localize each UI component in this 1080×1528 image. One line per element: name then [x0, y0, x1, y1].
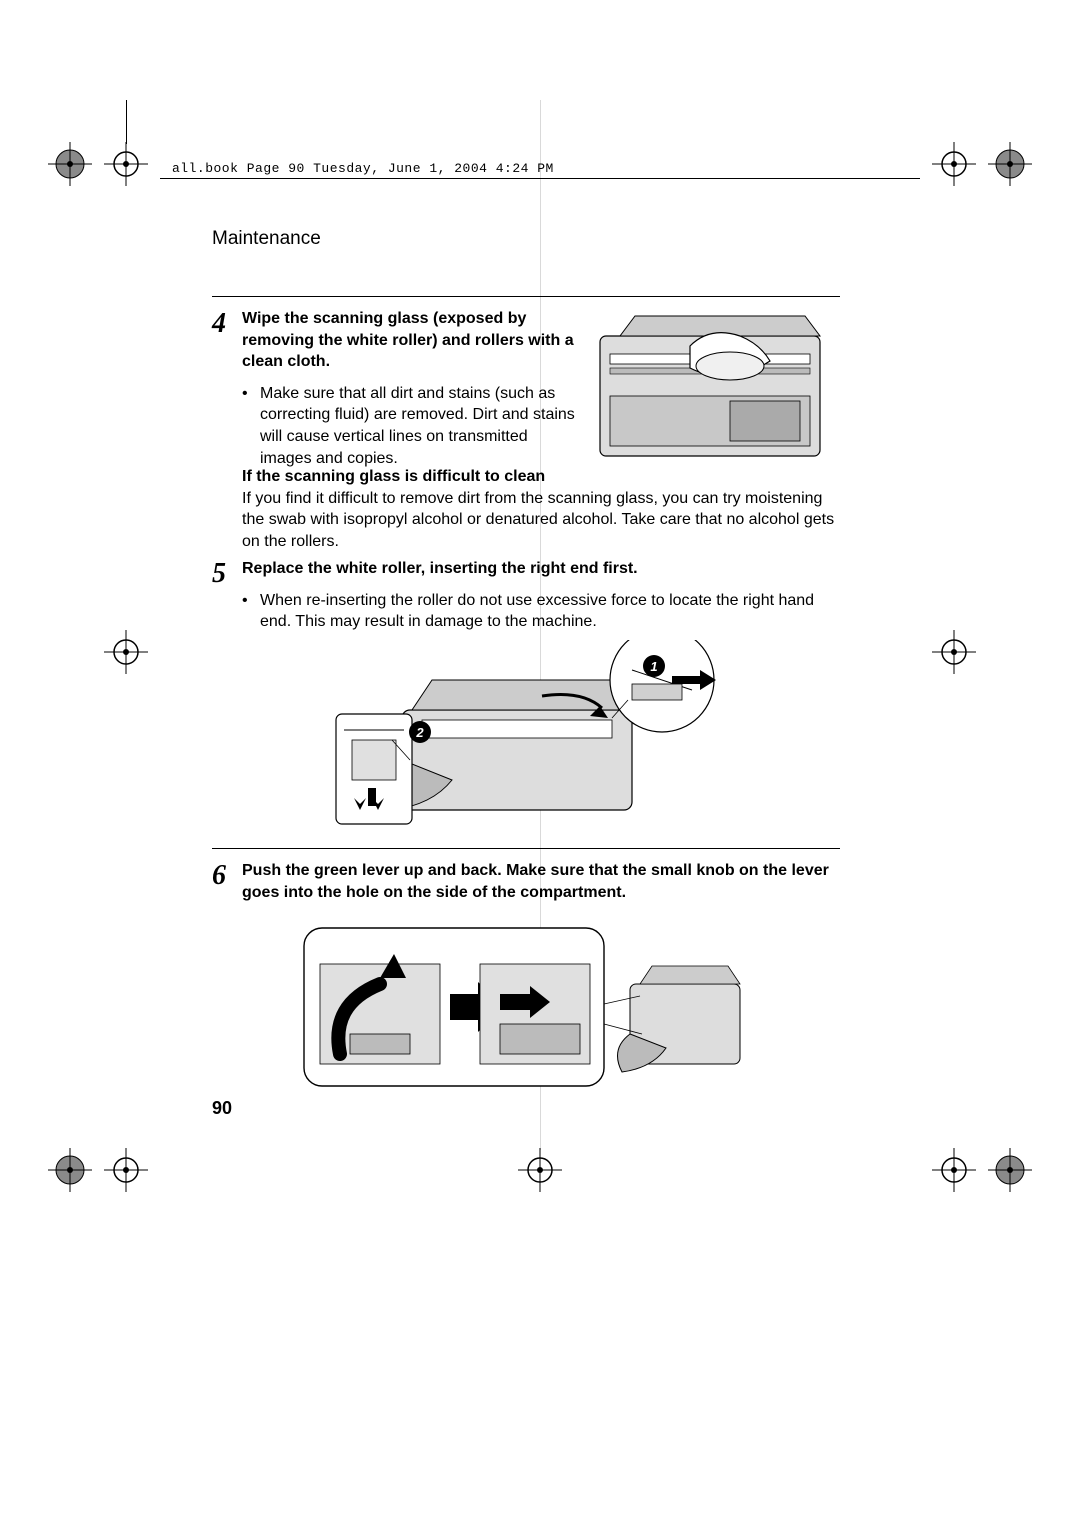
step-5: 5 Replace the white roller, inserting th…: [212, 558, 840, 633]
sub-heading: If the scanning glass is difficult to cl…: [242, 466, 840, 488]
figure-green-lever: [300, 924, 752, 1090]
page-number: 90: [212, 1098, 232, 1119]
crop-mark-icon: [988, 1148, 1032, 1192]
crop-guide: [126, 100, 127, 144]
step-number: 5: [212, 558, 226, 590]
divider-rule: [212, 848, 840, 849]
step-number: 6: [212, 860, 226, 892]
svg-text:1: 1: [650, 659, 657, 674]
figure-insert-roller: 1 2: [332, 640, 720, 836]
section-title: Maintenance: [212, 228, 321, 250]
crop-mark-icon: [518, 1148, 562, 1192]
step-4-sub: If the scanning glass is difficult to cl…: [212, 466, 840, 552]
crop-mark-icon: [932, 630, 976, 674]
header-rule: [160, 178, 920, 179]
svg-text:2: 2: [415, 725, 424, 740]
crop-mark-icon: [988, 142, 1032, 186]
sub-body: If you find it difficult to remove dirt …: [242, 488, 840, 553]
header-meta-text: all.book Page 90 Tuesday, June 1, 2004 4…: [172, 161, 554, 176]
step-title: Push the green lever up and back. Make s…: [242, 860, 840, 903]
bullet-icon: •: [242, 590, 260, 633]
step-bullet: When re-inserting the roller do not use …: [260, 590, 840, 633]
figure-wipe-glass: [580, 306, 840, 474]
crop-mark-icon: [104, 142, 148, 186]
step-title: Wipe the scanning glass (exposed by remo…: [242, 308, 582, 373]
crop-mark-icon: [104, 1148, 148, 1192]
bullet-icon: •: [242, 383, 260, 469]
crop-mark-icon: [48, 1148, 92, 1192]
crop-mark-icon: [48, 142, 92, 186]
crop-mark-icon: [932, 1148, 976, 1192]
step-6: 6 Push the green lever up and back. Make…: [212, 860, 840, 903]
step-bullet: Make sure that all dirt and stains (such…: [260, 383, 582, 469]
step-number: 4: [212, 308, 226, 340]
divider-rule: [212, 296, 840, 297]
crop-mark-icon: [932, 142, 976, 186]
manual-page: all.book Page 90 Tuesday, June 1, 2004 4…: [0, 0, 1080, 1528]
step-title: Replace the white roller, inserting the …: [242, 558, 840, 580]
